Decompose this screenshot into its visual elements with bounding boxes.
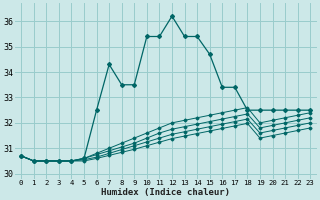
X-axis label: Humidex (Indice chaleur): Humidex (Indice chaleur): [101, 188, 230, 197]
